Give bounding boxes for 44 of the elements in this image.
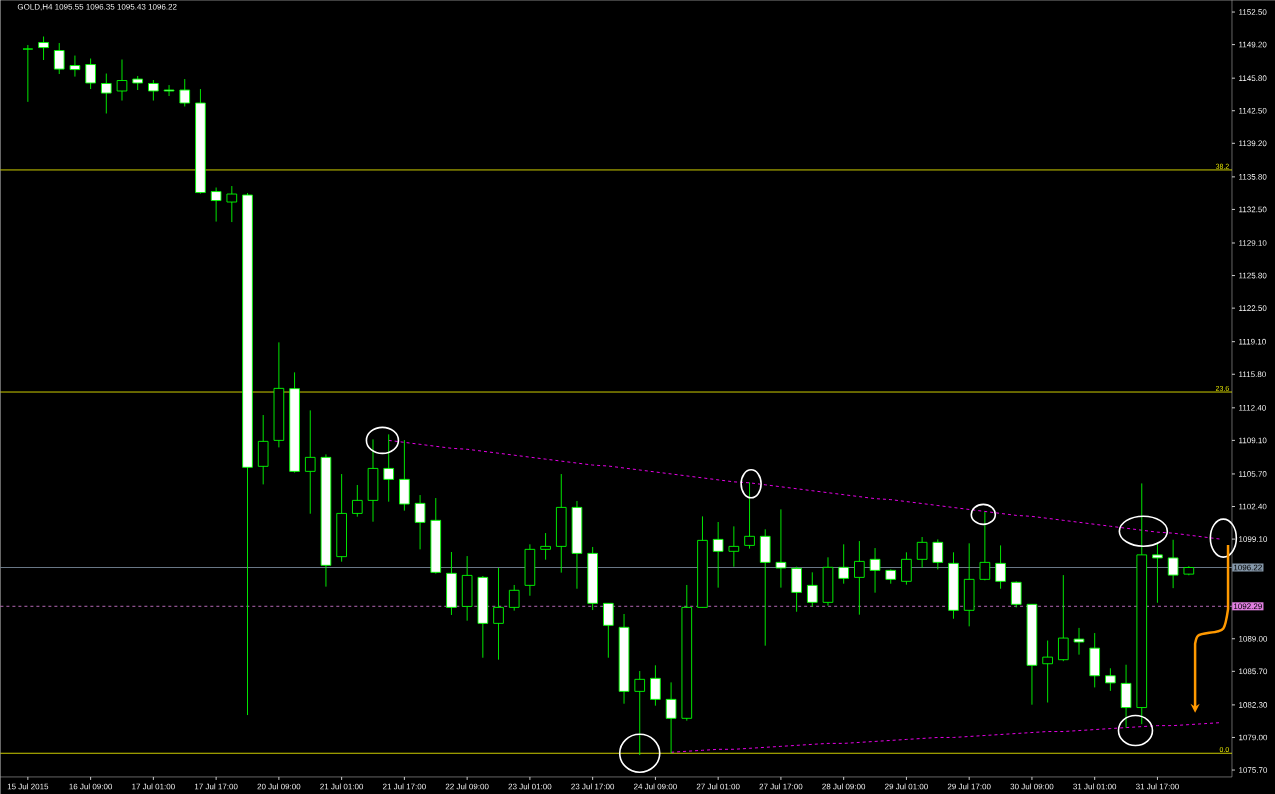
y-tick-label: 1075.70 — [1239, 767, 1268, 773]
x-tick-label: 28 Jul 09:00 — [822, 783, 866, 790]
x-tick-label: 21 Jul 01:00 — [320, 783, 364, 790]
x-tick-label: 27 Jul 01:00 — [696, 783, 740, 790]
y-tick-label: 1099.10 — [1239, 536, 1268, 542]
x-tick-label: 29 Jul 01:00 — [885, 783, 928, 790]
y-tick-label: 1142.50 — [1239, 107, 1267, 114]
x-tick-label: 22 Jul 09:00 — [445, 783, 489, 790]
chart-title: GOLD,H4 1095.55 1096.35 1095.43 1096.22 — [17, 3, 177, 11]
x-tick-label: 16 Jul 09:00 — [69, 783, 113, 790]
y-tick-label: 1102.40 — [1239, 503, 1267, 510]
x-tick-label: 20 Jul 09:00 — [257, 783, 301, 790]
y-tick-label: 1125.80 — [1239, 272, 1267, 279]
y-tick-label: 1135.80 — [1239, 174, 1267, 180]
y-tick-label: 1085.70 — [1239, 668, 1268, 675]
y-tick-label: 1109.10 — [1239, 437, 1267, 444]
x-tick-label: 31 Jul 01:00 — [1073, 783, 1117, 790]
y-tick-label: 1132.50 — [1239, 206, 1267, 213]
ref-line-label: 1096.22 — [1233, 564, 1262, 571]
y-tick-label: 1145.80 — [1239, 75, 1267, 82]
y-tick-label: 1115.80 — [1239, 371, 1266, 378]
x-tick-label: 31 Jul 17:00 — [1135, 783, 1179, 790]
x-tick-label: 30 Jul 09:00 — [1010, 783, 1054, 790]
y-tick-label: 1119.10 — [1239, 338, 1266, 345]
ref-line-label: 1092.29 — [1233, 603, 1262, 610]
x-tick-label: 21 Jul 17:00 — [383, 783, 426, 790]
x-tick-label: 17 Jul 01:00 — [132, 783, 175, 790]
x-tick-label: 23 Jul 17:00 — [571, 783, 615, 790]
y-tick-label: 1079.00 — [1239, 734, 1268, 741]
x-tick-label: 23 Jul 01:00 — [508, 783, 552, 790]
y-tick-label: 1129.10 — [1239, 240, 1267, 246]
x-tick-label: 17 Jul 17:00 — [194, 783, 238, 790]
y-tick-label: 1122.50 — [1239, 305, 1267, 311]
y-tick-label: 1152.50 — [1239, 9, 1267, 15]
y-tick-label: 1082.30 — [1239, 702, 1268, 708]
y-tick-label: 1149.20 — [1239, 41, 1267, 48]
y-tick-label: 1112.40 — [1239, 405, 1266, 411]
y-tick-label: 1089.00 — [1239, 635, 1268, 642]
y-tick-label: 1139.20 — [1239, 140, 1267, 147]
x-tick-label: 27 Jul 17:00 — [759, 783, 803, 790]
x-tick-label: 24 Jul 09:00 — [634, 783, 677, 790]
x-tick-label: 29 Jul 17:00 — [947, 783, 991, 790]
y-tick-label: 1105.70 — [1239, 471, 1267, 477]
x-tick-label: 15 Jul 2015 — [7, 783, 49, 790]
